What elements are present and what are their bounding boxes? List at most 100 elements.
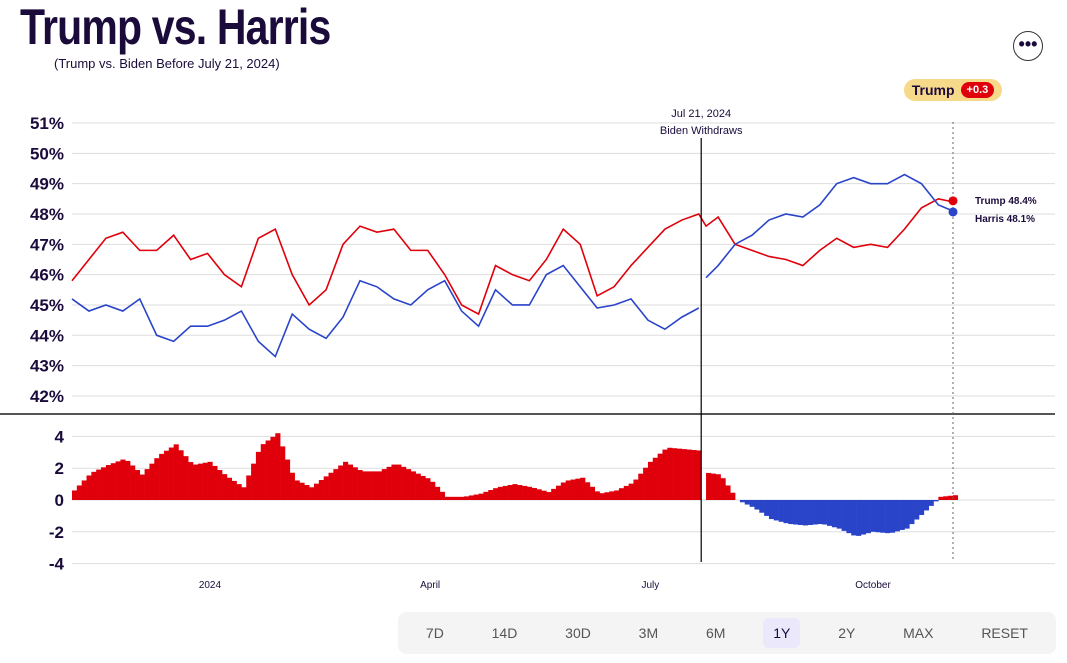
range-button-6m[interactable]: 6M xyxy=(696,618,735,648)
spread-bar xyxy=(681,449,687,500)
spread-bar xyxy=(604,492,610,500)
y-tick-label: 51% xyxy=(30,114,64,133)
spread-bar xyxy=(81,480,87,500)
spread-bar xyxy=(130,465,136,500)
spread-bar xyxy=(923,500,929,511)
spread-bar xyxy=(589,486,596,500)
spread-bar xyxy=(396,464,402,500)
spread-bar xyxy=(575,478,581,500)
spread-bar xyxy=(899,500,905,530)
spread-bar xyxy=(449,496,455,500)
spread-bar xyxy=(493,488,499,500)
spread-bar xyxy=(222,474,228,500)
spread-bar xyxy=(357,470,363,500)
harris-end-label: Harris 48.1% xyxy=(975,214,1035,225)
spread-bar xyxy=(880,500,886,533)
leader-badge: Trump +0.3 xyxy=(904,79,1002,101)
range-button-7d[interactable]: 7D xyxy=(416,618,454,648)
spread-bar xyxy=(594,491,600,500)
spread-bar xyxy=(599,493,605,500)
spread-bar xyxy=(439,491,445,500)
spread-bar xyxy=(309,487,315,500)
spread-bar xyxy=(822,500,828,525)
y-tick-label: 44% xyxy=(30,326,64,345)
spread-bar xyxy=(754,500,760,510)
spread-bar xyxy=(459,496,465,500)
spread-tick-label: 0 xyxy=(55,491,64,510)
spread-bar xyxy=(943,496,949,500)
spread-bar xyxy=(773,500,779,521)
range-button-30d[interactable]: 30D xyxy=(555,618,601,648)
spread-bar xyxy=(720,478,726,500)
spread-bar xyxy=(415,473,421,500)
spread-bar xyxy=(725,485,731,500)
spread-tick-label: 4 xyxy=(55,427,65,446)
series-line-trump xyxy=(71,197,954,316)
spread-bar xyxy=(948,495,954,500)
trump-end-label: Trump 48.4% xyxy=(975,196,1037,207)
spread-bar xyxy=(144,469,150,500)
range-button-max[interactable]: MAX xyxy=(893,618,943,648)
spread-bar xyxy=(662,449,668,500)
spread-bar xyxy=(778,500,784,522)
spread-bar xyxy=(536,489,542,500)
spread-bar xyxy=(623,485,629,500)
spread-bar xyxy=(768,500,775,520)
spread-bar xyxy=(154,458,160,500)
y-tick-label: 42% xyxy=(30,387,64,406)
spread-bar xyxy=(473,494,479,500)
spread-bar xyxy=(168,447,174,500)
spread-bar xyxy=(691,450,697,500)
spread-bar xyxy=(865,500,871,534)
spread-bar xyxy=(831,500,838,528)
spread-bar xyxy=(657,453,663,500)
spread-bar xyxy=(643,467,649,500)
spread-bar xyxy=(798,500,804,525)
spread-bar xyxy=(686,449,692,500)
range-button-1y[interactable]: 1Y xyxy=(763,618,801,648)
spread-bar xyxy=(386,466,392,500)
spread-bar xyxy=(343,461,349,500)
spread-bar xyxy=(551,488,557,500)
range-button-reset[interactable]: RESET xyxy=(971,618,1038,648)
spread-bar xyxy=(580,477,586,500)
spread-bar xyxy=(255,451,262,500)
spread-bar xyxy=(226,477,233,500)
spread-bar xyxy=(952,495,959,500)
spread-bar xyxy=(197,463,203,500)
spread-bar xyxy=(914,500,920,520)
spread-bar xyxy=(875,500,881,533)
spread-bar xyxy=(193,464,199,500)
spread-bar xyxy=(856,500,862,536)
spread-bar xyxy=(546,492,552,500)
spread-bar xyxy=(76,485,82,500)
spread-bar xyxy=(91,471,97,500)
spread-bar xyxy=(836,500,842,529)
spread-bar xyxy=(633,479,639,500)
series-line-harris xyxy=(705,173,954,279)
range-button-2y[interactable]: 2Y xyxy=(828,618,865,648)
spread-bar xyxy=(444,496,450,500)
spread-bar xyxy=(710,473,717,500)
spread-bar xyxy=(289,472,295,500)
spread-bar xyxy=(497,486,504,500)
spread-bar xyxy=(749,500,755,507)
page-title: Trump vs. Harris xyxy=(20,0,331,55)
range-button-14d[interactable]: 14D xyxy=(482,618,528,648)
spread-bar xyxy=(715,474,721,500)
range-button-3m[interactable]: 3M xyxy=(629,618,668,648)
spread-bar xyxy=(372,471,378,500)
spread-bar xyxy=(793,500,799,525)
spread-bar xyxy=(352,467,358,500)
page-subtitle: (Trump vs. Biden Before July 21, 2024) xyxy=(54,56,280,71)
spread-bar xyxy=(512,484,518,500)
spread-bar xyxy=(802,500,808,526)
spread-bar xyxy=(618,488,625,500)
spread-bar xyxy=(919,500,925,515)
spread-bar xyxy=(328,472,334,500)
leader-margin: +0.3 xyxy=(960,82,995,98)
spread-bar xyxy=(246,475,252,500)
spread-bar xyxy=(885,500,891,534)
more-icon[interactable]: ••• xyxy=(1013,31,1043,61)
